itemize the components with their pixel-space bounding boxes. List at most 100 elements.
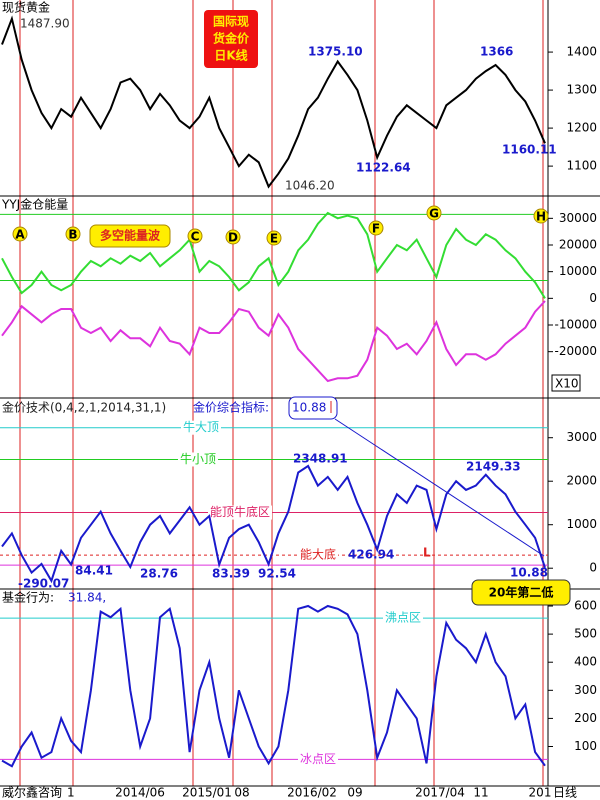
x-axis-label: 1	[67, 786, 75, 800]
y-tick-label: -20000	[554, 344, 597, 358]
marker-label: F	[372, 222, 380, 236]
marker-circle	[266, 230, 282, 246]
x-axis-label: 威尔鑫咨询	[2, 785, 62, 800]
annotation: -290.07	[18, 577, 69, 591]
y-tick-label: 200	[574, 711, 597, 725]
annotation: 83.39	[212, 567, 250, 581]
reference-label-bg	[181, 420, 221, 435]
annotation: 10.88	[510, 566, 548, 580]
reference-label-bg	[298, 548, 338, 563]
y-tick-label: 1000	[566, 517, 597, 531]
panel-title: 金价技术(0,4,2,1,2014,31,1)	[2, 400, 166, 415]
series-line	[1, 300, 546, 383]
marker-circle	[12, 226, 28, 242]
y-tick-label: 1100	[566, 159, 597, 173]
event-lines	[19, 0, 544, 786]
marker-circle	[225, 229, 241, 245]
annotation: 92.54	[258, 567, 296, 581]
y-tick-label: -10000	[554, 318, 597, 332]
annotation: 1046.20	[285, 179, 335, 193]
series-line	[1, 211, 546, 299]
marker-label: H	[536, 210, 546, 224]
reference-label: 冰点区	[300, 752, 336, 766]
panel-title: 基金行为:	[2, 590, 54, 605]
x-axis-label: 2015/01	[182, 786, 232, 800]
x-axis-label: 11	[473, 786, 488, 800]
reference-label-bg	[383, 611, 423, 626]
current-box	[288, 396, 338, 420]
reference-label: 牛大顶	[183, 419, 219, 434]
label-box	[89, 224, 171, 248]
current-value: 10.88	[292, 401, 326, 415]
annotation: 2149.33	[466, 460, 521, 474]
series-line	[1, 604, 546, 768]
x-axis-label: 09	[347, 786, 362, 800]
marker-circle	[368, 220, 384, 236]
y-tick-label: 400	[574, 655, 597, 669]
annotation: L	[423, 546, 431, 560]
reference-label: 能顶牛底区	[210, 504, 270, 519]
marker-circle	[187, 228, 203, 244]
y-tick-label: 1400	[566, 45, 597, 59]
y-tick-label: 300	[574, 683, 597, 697]
pointer-line	[334, 418, 545, 557]
title-box-text: 日K线	[214, 48, 247, 63]
series-line	[1, 15, 546, 189]
title-box-text: 国际现	[213, 15, 249, 29]
y-tick-label: 1300	[566, 83, 597, 97]
y-tick-label: 30000	[559, 211, 597, 225]
panel-subtitle: 金价综合指标:	[193, 400, 269, 415]
panel-title: YYJ金仓能量	[1, 197, 68, 212]
annotation: 2348.91	[293, 452, 348, 466]
annotation: 28.76	[140, 567, 178, 581]
annotation: 1160.11	[502, 143, 557, 157]
y-tick-label: 2000	[566, 474, 597, 488]
panel-title: 现货黄金	[2, 0, 50, 15]
y-tick-label: 20000	[559, 238, 597, 252]
callout-box	[471, 579, 571, 606]
marker-label: B	[68, 228, 77, 242]
annotation: 1375.10	[308, 45, 363, 59]
reference-label: 能大底	[300, 547, 336, 562]
x-axis-label: 08	[234, 786, 249, 800]
annotation: 1122.64	[356, 161, 411, 175]
marker-label: A	[15, 228, 25, 242]
x-axis-label: 201	[529, 786, 552, 800]
reference-label-bg	[178, 452, 218, 467]
marker-circle	[65, 226, 81, 242]
reference-label: 沸点区	[385, 611, 421, 625]
scale-box	[551, 374, 581, 392]
x-axis-label: 2016/02	[287, 786, 337, 800]
x-axis-label: 2017/04	[415, 786, 465, 800]
scale-note: X10	[555, 377, 579, 391]
series-line	[1, 464, 546, 584]
y-tick-label: 3000	[566, 430, 597, 444]
y-tick-label: 600	[574, 599, 597, 613]
marker-circle	[426, 205, 442, 221]
x-axis-label: 2014/06	[115, 786, 165, 800]
reference-label: 牛小顶	[180, 451, 216, 466]
marker-label: D	[228, 231, 238, 245]
label-box-text: 多空能量波	[100, 228, 161, 243]
marker-label: E	[270, 232, 278, 246]
y-tick-label: 10000	[559, 264, 597, 278]
y-tick-label: 1200	[566, 121, 597, 135]
marker-label: C	[191, 230, 200, 244]
y-tick-label: 500	[574, 627, 597, 641]
y-tick-label: 0	[589, 291, 597, 305]
title-box	[204, 10, 258, 68]
reference-label-bg	[298, 752, 338, 767]
marker-label: G	[429, 207, 439, 221]
annotation: 426.94	[348, 548, 394, 562]
title-box-text: 货金价	[213, 31, 250, 46]
y-tick-label: 100	[574, 739, 597, 753]
reference-label-bg	[208, 505, 272, 520]
current-value: 31.84,	[68, 591, 106, 605]
y-tick-label: 0	[589, 561, 597, 575]
annotation: 1366	[480, 45, 513, 59]
callout-text: 20年第二低	[489, 585, 554, 600]
x-axis-label: 日线	[553, 786, 577, 800]
annotation: 1487.90	[20, 17, 70, 31]
marker-circle	[533, 208, 549, 224]
